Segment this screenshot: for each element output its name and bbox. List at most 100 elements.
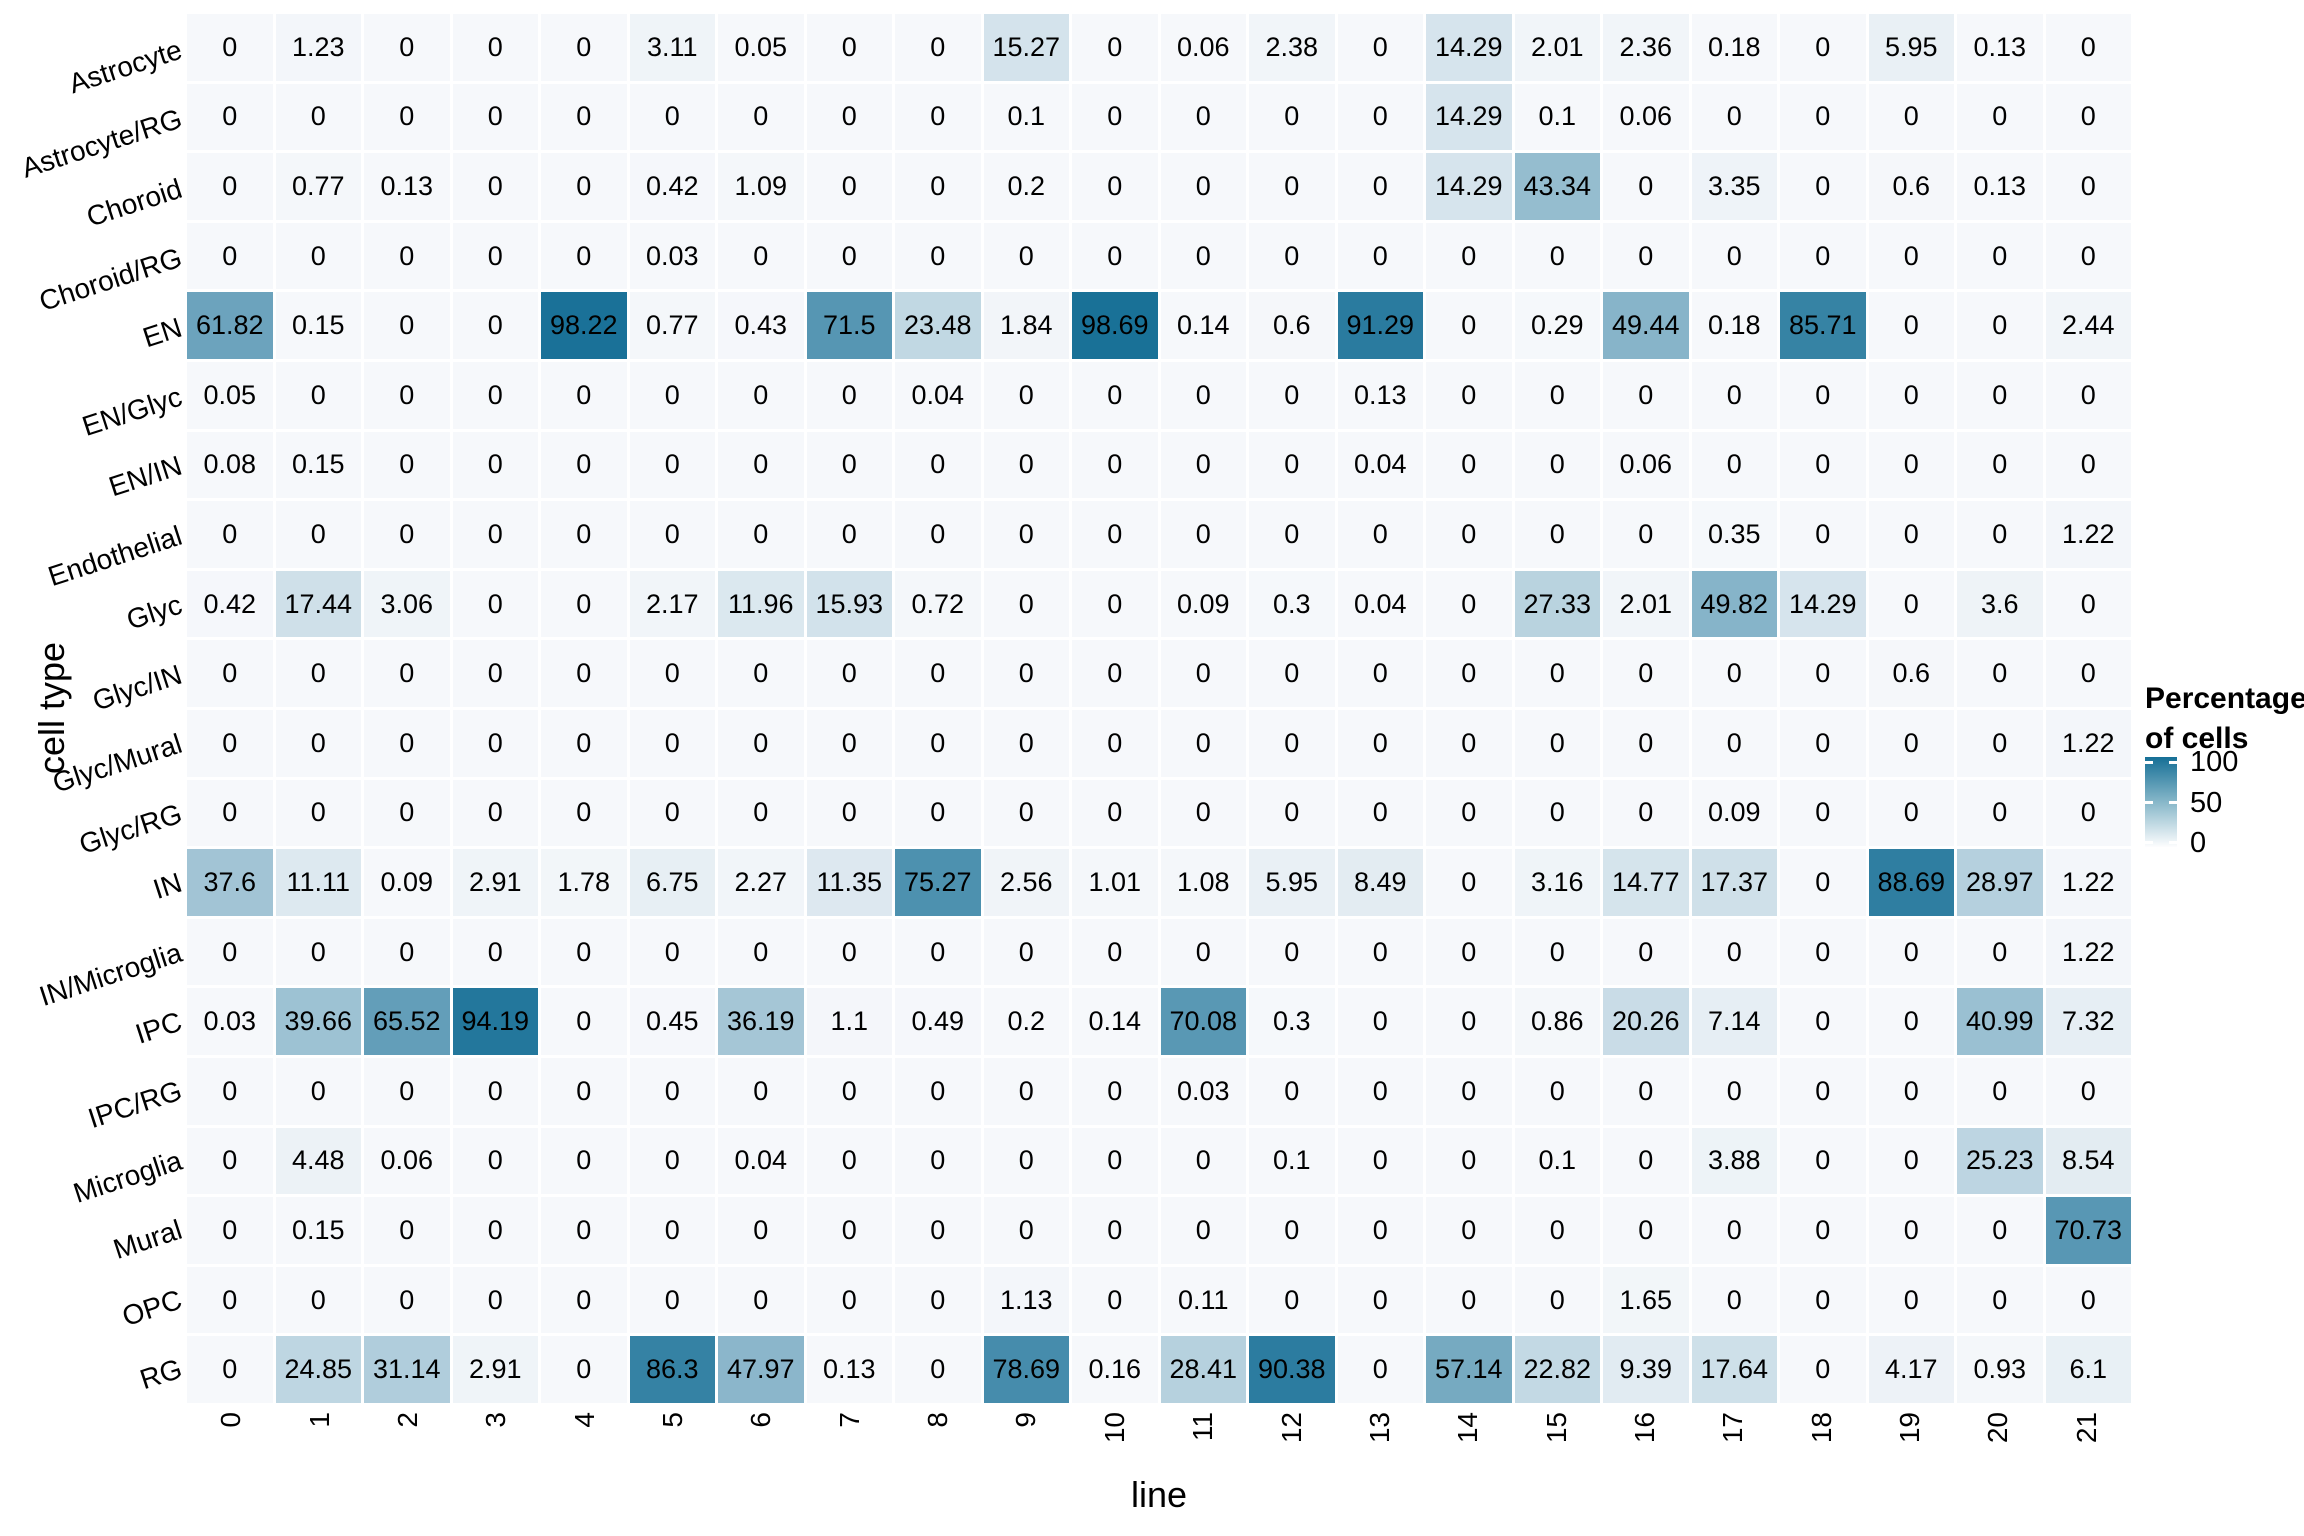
heatmap-cell: 0: [1249, 153, 1335, 220]
col-label: 11: [1187, 1412, 1219, 1442]
heatmap-cell: 0: [275, 640, 361, 707]
heatmap-cell: 0: [1426, 640, 1512, 707]
heatmap-cell: 0.6: [1249, 292, 1335, 359]
heatmap-cell: 0: [1603, 779, 1689, 847]
heatmap-cell: 0: [1780, 83, 1866, 151]
heatmap-cell: 0.08: [187, 431, 273, 499]
legend-tick-mark: [2169, 841, 2177, 844]
heatmap-cell: 0: [541, 1336, 627, 1403]
heatmap-cell: 0: [1691, 222, 1777, 290]
heatmap-cell: 0: [1780, 779, 1866, 847]
heatmap-cell: 0: [541, 1127, 627, 1195]
row-label: Mural: [109, 1214, 186, 1266]
heatmap-cell: 1.09: [718, 153, 804, 220]
heatmap-cell: 0: [1957, 292, 2043, 359]
heatmap-cell: 0: [1514, 1197, 1600, 1264]
heatmap-cell: 1.01: [1072, 849, 1158, 916]
heatmap-cell: 0: [452, 1127, 538, 1195]
heatmap-cell: 0: [1426, 431, 1512, 499]
heatmap-cell: 11.11: [275, 849, 361, 916]
heatmap-cell: 0: [983, 1057, 1069, 1125]
heatmap-cell: 0: [1780, 988, 1866, 1055]
row-label: IN: [149, 866, 186, 906]
heatmap-cell: 24.85: [275, 1336, 361, 1403]
heatmap-cell: 0: [1691, 431, 1777, 499]
heatmap-cell: 0: [541, 1266, 627, 1334]
heatmap-cell: 39.66: [275, 988, 361, 1055]
heatmap-cell: 94.19: [452, 988, 538, 1055]
col-label: 14: [1452, 1412, 1484, 1444]
heatmap-cell: 0: [452, 83, 538, 151]
heatmap-cell: 7.14: [1691, 988, 1777, 1055]
col-label: 15: [1540, 1412, 1572, 1444]
heatmap-cell: 0: [1603, 918, 1689, 986]
heatmap-cell: 0: [895, 14, 981, 81]
heatmap-cell: 0: [1072, 709, 1158, 777]
heatmap-cell: 0: [895, 501, 981, 568]
heatmap-cell: 0: [1603, 1057, 1689, 1125]
heatmap-cell: 0: [718, 1197, 804, 1264]
col-label: 9: [1010, 1412, 1042, 1428]
heatmap-cell: 0: [1780, 1197, 1866, 1264]
row-label: Microglia: [69, 1144, 186, 1209]
heatmap-cell: 0: [1691, 640, 1777, 707]
heatmap-cell: 0: [541, 431, 627, 499]
heatmap-cell: 0: [1691, 918, 1777, 986]
heatmap-cell: 0.04: [895, 361, 981, 429]
heatmap-cell: 0: [541, 988, 627, 1055]
heatmap-cell: 0: [895, 1336, 981, 1403]
heatmap-cell: 37.6: [187, 849, 273, 916]
legend-tick-label: 100: [2190, 746, 2239, 778]
heatmap-cell: 0: [187, 1197, 273, 1264]
col-label: 3: [480, 1412, 512, 1428]
heatmap-cell: 0: [983, 431, 1069, 499]
row-label: IPC: [131, 1005, 186, 1050]
legend-title-line1: Percentage: [2145, 682, 2304, 715]
heatmap-cell: 0.1: [983, 83, 1069, 151]
heatmap-cell: 0: [983, 501, 1069, 568]
heatmap-cell: 0.13: [1957, 153, 2043, 220]
heatmap-cell: 98.69: [1072, 292, 1158, 359]
heatmap-cell: 0: [1160, 640, 1246, 707]
heatmap-cell: 0.15: [275, 292, 361, 359]
legend-tick-mark: [2145, 801, 2153, 804]
col-label: 19: [1894, 1412, 1926, 1444]
heatmap-cell: 3.11: [629, 14, 715, 81]
heatmap-cell: 0: [2045, 570, 2131, 638]
heatmap-cell: 14.29: [1780, 570, 1866, 638]
heatmap-cell: 0: [364, 918, 450, 986]
heatmap-cell: 0.18: [1691, 14, 1777, 81]
heatmap-cell: 0: [187, 153, 273, 220]
heatmap-cell: 0: [1337, 1266, 1423, 1334]
heatmap-cell: 0: [1160, 153, 1246, 220]
heatmap-cell: 0: [275, 918, 361, 986]
heatmap-cell: 0: [983, 1127, 1069, 1195]
legend-title-line2: of cells: [2145, 722, 2249, 755]
heatmap-cell: 0: [895, 431, 981, 499]
heatmap-cell: 0: [1249, 1057, 1335, 1125]
heatmap-cell: 0: [806, 1266, 892, 1334]
heatmap-cell: 6.1: [2045, 1336, 2131, 1403]
heatmap-cell: 0: [1426, 779, 1512, 847]
heatmap-cell: 0: [718, 918, 804, 986]
heatmap-cell: 0: [1780, 918, 1866, 986]
row-label: Astrocyte/RG: [17, 102, 186, 184]
heatmap-cell: 0: [1337, 779, 1423, 847]
heatmap-cell: 11.96: [718, 570, 804, 638]
heatmap-cell: 0: [1072, 640, 1158, 707]
heatmap-cell: 57.14: [1426, 1336, 1512, 1403]
heatmap-cell: 0: [1072, 501, 1158, 568]
heatmap-cell: 0: [629, 1057, 715, 1125]
heatmap-cell: 0: [275, 222, 361, 290]
heatmap-cell: 0.13: [1337, 361, 1423, 429]
heatmap-cell: 0: [629, 83, 715, 151]
row-label: EN/IN: [105, 450, 186, 503]
heatmap-cell: 0: [629, 1127, 715, 1195]
heatmap-cell: 0.86: [1514, 988, 1600, 1055]
row-label: IN/Microglia: [35, 936, 186, 1012]
heatmap-cell: 0: [718, 431, 804, 499]
heatmap-cell: 0: [806, 709, 892, 777]
heatmap-cell: 0: [718, 1266, 804, 1334]
heatmap-cell: 17.37: [1691, 849, 1777, 916]
heatmap-cell: 2.27: [718, 849, 804, 916]
